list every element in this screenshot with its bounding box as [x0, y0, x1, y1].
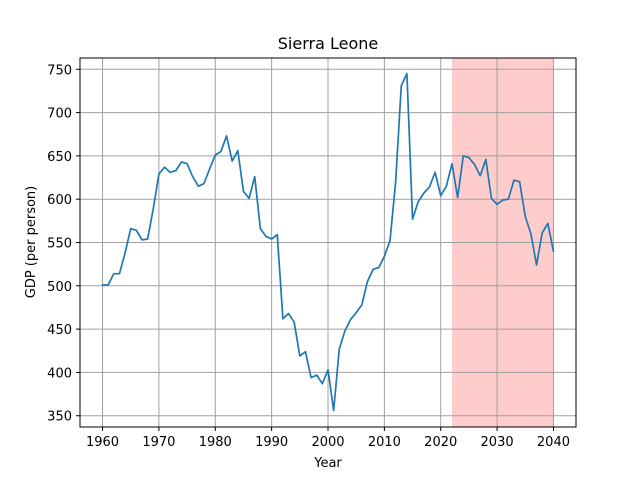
y-axis-ticks: 350 400 450 500 550 600 650 700 750 [47, 63, 80, 425]
y-tick-label: 550 [47, 237, 72, 252]
y-tick-label: 650 [47, 150, 72, 165]
x-tick-label: 1990 [255, 435, 288, 450]
x-tick-label: 1980 [199, 435, 232, 450]
y-tick-label: 350 [47, 410, 72, 425]
y-tick-label: 600 [47, 193, 72, 208]
chart-title: Sierra Leone [278, 34, 378, 53]
x-tick-label: 2040 [537, 435, 570, 450]
x-axis-ticks: 1960 1970 1980 1990 2000 2010 2020 2030 2040 [86, 427, 570, 450]
y-tick-label: 450 [47, 323, 72, 338]
series-line [101, 72, 555, 412]
x-tick-label: 2000 [311, 435, 344, 450]
x-tick-label: 1960 [86, 435, 119, 450]
x-tick-label: 2030 [481, 435, 514, 450]
y-tick-label: 750 [47, 63, 72, 78]
x-tick-label: 2020 [424, 435, 457, 450]
y-tick-label: 700 [47, 107, 72, 122]
series-layer [101, 72, 555, 412]
y-tick-label: 400 [47, 366, 72, 381]
x-axis-label: Year [313, 456, 342, 471]
x-tick-label: 2010 [368, 435, 401, 450]
y-tick-label: 500 [47, 280, 72, 295]
x-tick-label: 1970 [142, 435, 175, 450]
y-axis-label: GDP (per person) [24, 186, 39, 299]
